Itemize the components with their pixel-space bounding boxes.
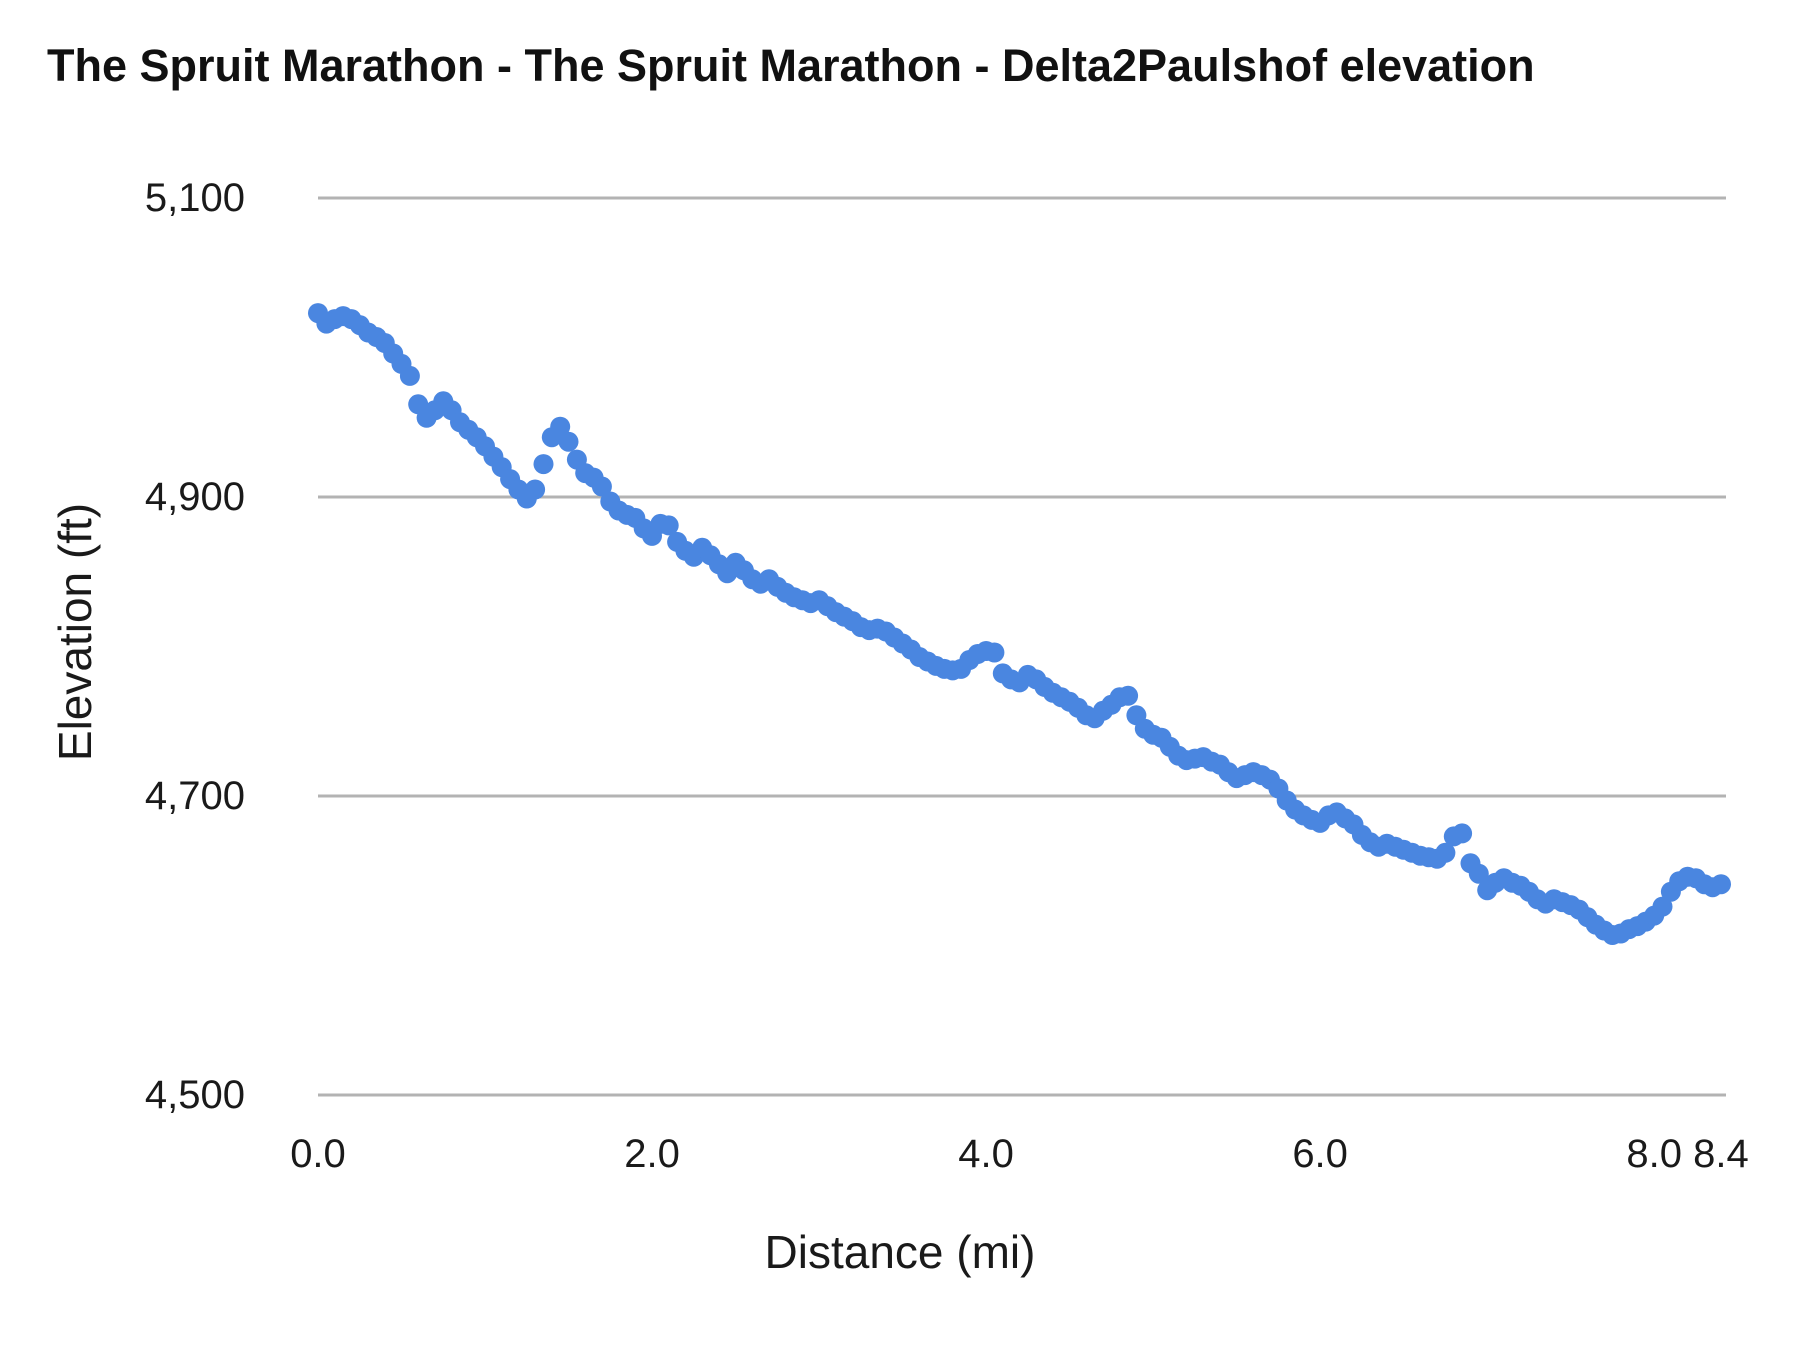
data-point <box>1435 842 1456 863</box>
data-point <box>984 642 1005 663</box>
data-point <box>550 416 571 437</box>
data-point <box>1652 896 1673 917</box>
x-tick-label: 0.0 <box>290 1132 346 1176</box>
x-tick-label: 4.0 <box>958 1132 1014 1176</box>
x-axis-title: Distance (mi) <box>764 1226 1036 1278</box>
y-tick-label: 4,700 <box>144 774 245 818</box>
y-tick-label: 5,100 <box>144 176 245 220</box>
x-tick-label: 8.4 <box>1693 1132 1749 1176</box>
x-tick-label: 8.0 <box>1626 1132 1682 1176</box>
x-tick-label: 2.0 <box>624 1132 680 1176</box>
data-point <box>525 479 546 500</box>
data-point <box>399 365 420 386</box>
data-point <box>1468 863 1489 884</box>
y-tick-label: 4,900 <box>144 475 245 519</box>
y-tick-label: 4,500 <box>144 1073 245 1117</box>
data-point <box>591 476 612 497</box>
chart-title: The Spruit Marathon - The Spruit Maratho… <box>47 40 1535 91</box>
x-tick-label: 6.0 <box>1292 1132 1348 1176</box>
data-point <box>1452 823 1473 844</box>
data-point <box>1118 685 1139 706</box>
data-point <box>1711 874 1731 895</box>
data-point <box>533 454 554 475</box>
data-point <box>558 431 579 452</box>
data-point <box>658 515 679 536</box>
